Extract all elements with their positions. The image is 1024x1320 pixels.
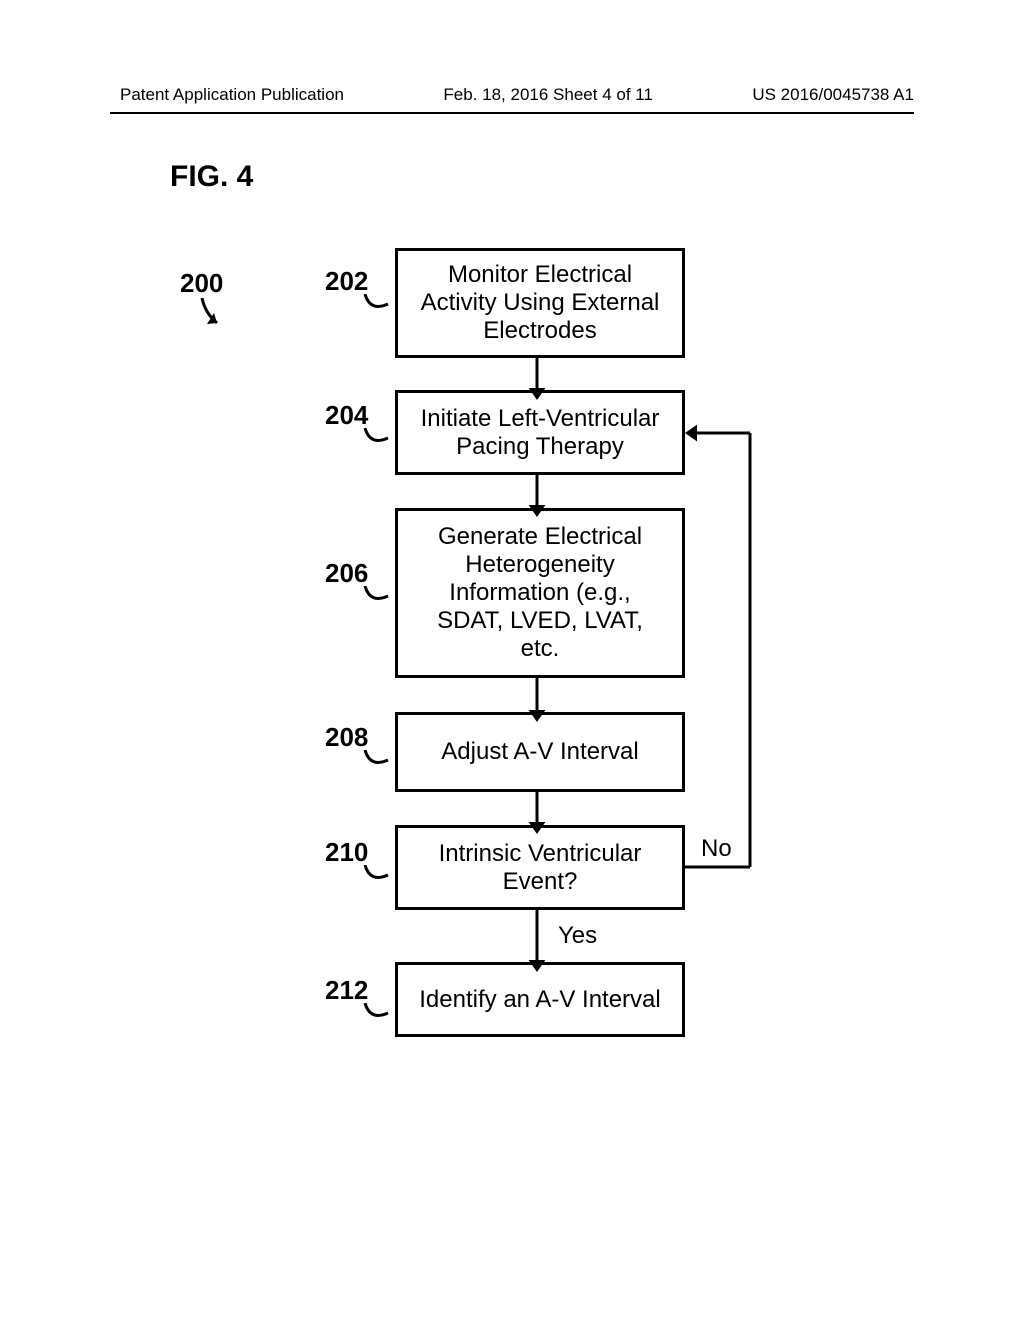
flowchart-node-adjust: Adjust A-V Interval (395, 712, 685, 792)
figure-title: FIG. 4 (170, 160, 253, 194)
figure-number-arrow-icon (197, 298, 232, 333)
header-left: Patent Application Publication (120, 85, 344, 105)
feedback-loop-arrow (685, 433, 770, 877)
patent-header: Patent Application Publication Feb. 18, … (0, 85, 1024, 105)
flowchart-node-identify: Identify an A-V Interval (395, 962, 685, 1037)
arrow-down-icon (525, 358, 549, 400)
header-center: Feb. 18, 2016 Sheet 4 of 11 (443, 85, 653, 105)
flowchart-node-initiate: Initiate Left-Ventricular Pacing Therapy (395, 390, 685, 475)
node-label: Identify an A-V Interval (419, 986, 660, 1014)
node-label: Adjust A-V Interval (441, 738, 638, 766)
arrow-down-icon (525, 910, 549, 972)
ref-connector-icon (360, 750, 390, 775)
figure-number-200: 200 (180, 268, 223, 299)
node-label: Initiate Left-Ventricular Pacing Therapy (418, 405, 662, 461)
node-label: Intrinsic Ventricular Event? (418, 840, 662, 896)
header-right: US 2016/0045738 A1 (752, 85, 914, 105)
arrow-down-icon (525, 792, 549, 834)
ref-number-202: 202 (325, 266, 368, 297)
ref-number-212: 212 (325, 975, 368, 1006)
arrow-down-icon (525, 475, 549, 517)
ref-connector-icon (360, 865, 390, 890)
ref-connector-icon (360, 1003, 390, 1028)
ref-number-210: 210 (325, 837, 368, 868)
ref-number-204: 204 (325, 400, 368, 431)
edge-label-yes: Yes (558, 922, 597, 950)
node-label: Generate Electrical Heterogeneity Inform… (418, 523, 662, 663)
ref-connector-icon (360, 294, 390, 319)
node-label: Monitor Electrical Activity Using Extern… (418, 261, 662, 345)
ref-connector-icon (360, 586, 390, 611)
ref-number-206: 206 (325, 558, 368, 589)
flowchart-node-decision: Intrinsic Ventricular Event? (395, 825, 685, 910)
flowchart-node-monitor: Monitor Electrical Activity Using Extern… (395, 248, 685, 358)
arrow-down-icon (525, 678, 549, 722)
flowchart-node-generate: Generate Electrical Heterogeneity Inform… (395, 508, 685, 678)
ref-number-208: 208 (325, 722, 368, 753)
ref-connector-icon (360, 428, 390, 453)
header-divider (110, 112, 914, 114)
